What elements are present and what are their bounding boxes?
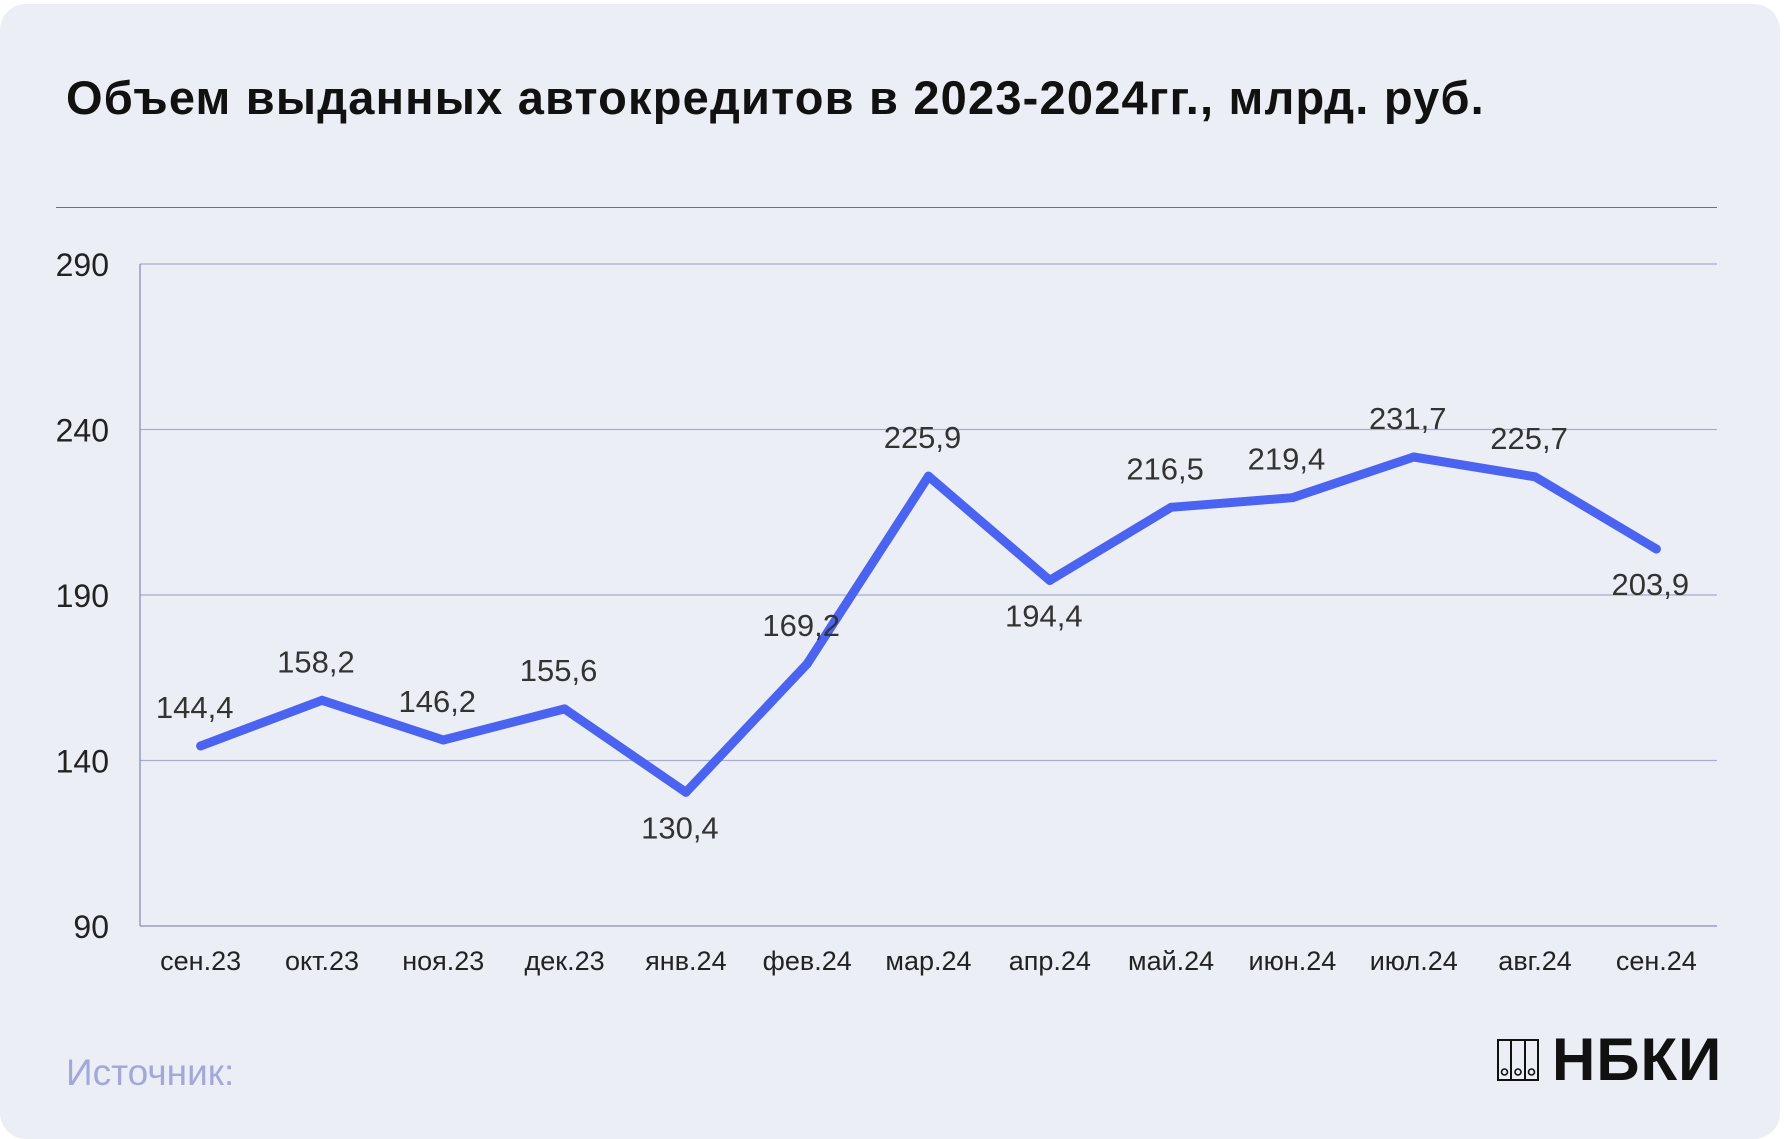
nbki-logo-icon bbox=[1497, 1039, 1539, 1081]
chart-title: Объем выданных автокредитов в 2023-2024г… bbox=[66, 71, 1485, 124]
data-point bbox=[1409, 452, 1419, 462]
y-tick-label: 190 bbox=[56, 578, 109, 614]
data-label: 194,4 bbox=[1005, 598, 1083, 633]
data-point bbox=[1651, 544, 1661, 554]
data-label: 155,6 bbox=[520, 653, 598, 688]
y-tick-label: 140 bbox=[56, 744, 109, 780]
x-tick-label: сен.24 bbox=[1616, 946, 1697, 976]
brand-logo: НБКИ bbox=[1496, 1030, 1722, 1090]
data-label: 225,9 bbox=[884, 420, 962, 455]
data-point bbox=[1530, 472, 1540, 482]
x-tick-label: дек.23 bbox=[525, 946, 605, 976]
title-divider bbox=[56, 207, 1717, 208]
data-point bbox=[681, 787, 691, 797]
x-tick-label: июл.24 bbox=[1370, 946, 1458, 976]
x-tick-label: мар.24 bbox=[885, 946, 971, 976]
y-tick-label: 290 bbox=[56, 247, 109, 283]
y-tick-label: 90 bbox=[73, 909, 109, 945]
data-label: 225,7 bbox=[1490, 421, 1568, 456]
x-tick-label: ноя.23 bbox=[402, 946, 484, 976]
data-point bbox=[1045, 575, 1055, 585]
data-label: 146,2 bbox=[398, 684, 476, 719]
data-point bbox=[802, 659, 812, 669]
data-point bbox=[1287, 493, 1297, 503]
x-tick-label: май.24 bbox=[1128, 946, 1214, 976]
x-tick-label: июн.24 bbox=[1249, 946, 1337, 976]
x-tick-label: янв.24 bbox=[645, 946, 726, 976]
chart-card bbox=[0, 4, 1780, 1139]
data-point bbox=[317, 695, 327, 705]
brand-name: НБКИ bbox=[1552, 1026, 1723, 1093]
y-tick-label: 240 bbox=[56, 413, 109, 449]
data-label: 219,4 bbox=[1248, 442, 1326, 477]
data-point bbox=[196, 741, 206, 751]
x-tick-label: окт.23 bbox=[285, 946, 359, 976]
data-label: 169,2 bbox=[762, 608, 840, 643]
data-label: 203,9 bbox=[1612, 567, 1690, 602]
data-point bbox=[560, 704, 570, 714]
data-label: 144,4 bbox=[156, 690, 234, 725]
data-point bbox=[924, 471, 933, 481]
data-label: 130,4 bbox=[641, 810, 719, 845]
x-tick-label: сен.23 bbox=[160, 946, 241, 976]
data-point bbox=[438, 735, 448, 745]
x-tick-label: апр.24 bbox=[1009, 946, 1091, 976]
data-label: 216,5 bbox=[1126, 451, 1204, 486]
data-point bbox=[1166, 502, 1176, 512]
series-line bbox=[196, 452, 1661, 797]
x-tick-label: авг.24 bbox=[1498, 946, 1571, 976]
source-label: Источник: bbox=[66, 1052, 235, 1093]
data-label: 158,2 bbox=[277, 644, 355, 679]
x-tick-label: фев.24 bbox=[763, 946, 852, 976]
data-label: 231,7 bbox=[1369, 401, 1447, 436]
